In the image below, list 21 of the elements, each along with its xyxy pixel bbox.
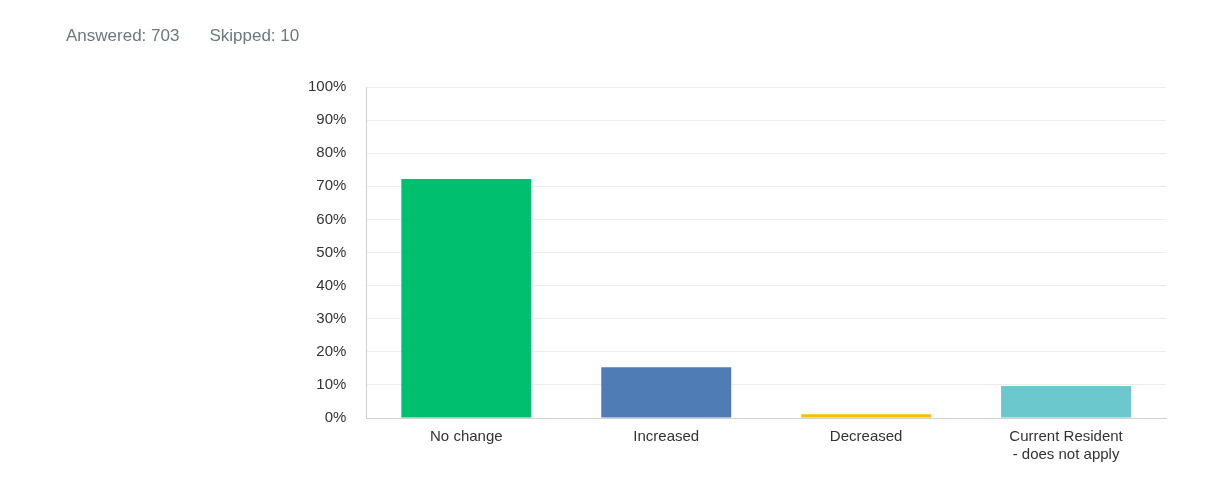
bar [1001,385,1132,418]
y-tick-label: 40% [316,275,347,293]
text: Skipped: 10 [209,26,300,47]
y-tick-label: 60% [316,209,347,227]
x-tick-label: Increased [633,427,700,445]
y-tick-label: 10% [316,375,347,393]
y-tick-label: 90% [316,110,347,128]
y-tick-label: 70% [316,176,347,194]
text: Answered: 703 [66,26,180,47]
x-tick-label: Decreased [829,427,903,445]
bar [601,367,732,418]
y-tick-label: 30% [316,308,347,326]
y-tick-label: 20% [316,341,347,359]
x-tick-label: No change [430,427,503,445]
y-tick-label: 0% [324,408,347,426]
y-tick-label: 100% [307,77,347,95]
bar [401,179,532,418]
x-tick-label: Current Resident - does not apply [1009,427,1124,463]
y-tick-label: 80% [316,143,347,161]
y-tick-label: 50% [316,242,347,260]
bar [801,414,932,418]
